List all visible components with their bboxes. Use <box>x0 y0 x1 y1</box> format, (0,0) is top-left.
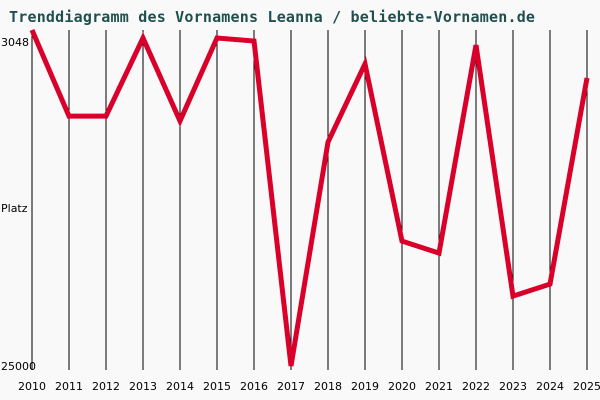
x-tick-2013: 2013 <box>129 380 157 393</box>
x-tick-2016: 2016 <box>240 380 268 393</box>
y-tick-bottom: 25000 <box>1 360 36 373</box>
x-tick-2024: 2024 <box>536 380 564 393</box>
y-tick-top: 3048 <box>1 36 29 49</box>
x-tick-2012: 2012 <box>92 380 120 393</box>
trend-line <box>29 29 590 367</box>
x-tick-2010: 2010 <box>18 380 46 393</box>
x-tick-2022: 2022 <box>462 380 490 393</box>
x-tick-2020: 2020 <box>388 380 416 393</box>
chart-title: Trenddiagramm des Vornamens Leanna / bel… <box>9 8 536 26</box>
x-tick-2018: 2018 <box>314 380 342 393</box>
x-tick-2019: 2019 <box>351 380 379 393</box>
x-tick-2023: 2023 <box>499 380 527 393</box>
x-tick-2014: 2014 <box>166 380 194 393</box>
x-tick-2015: 2015 <box>203 380 231 393</box>
y-axis-label: Platz <box>1 202 28 215</box>
x-tick-2017: 2017 <box>277 380 305 393</box>
x-tick-2021: 2021 <box>425 380 453 393</box>
x-tick-2025: 2025 <box>573 380 600 393</box>
year-gridlines <box>31 30 588 370</box>
x-tick-2011: 2011 <box>55 380 83 393</box>
